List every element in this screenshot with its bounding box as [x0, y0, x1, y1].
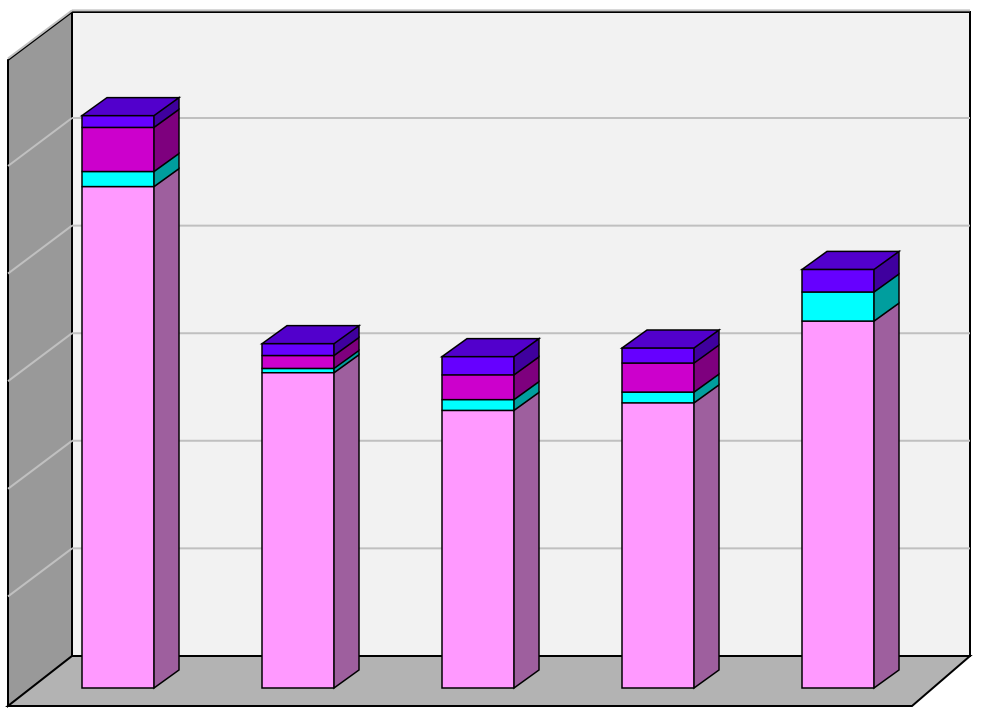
bar-top	[79, 96, 182, 117]
bar-segment-front	[261, 354, 335, 370]
bar-segment-front	[441, 398, 515, 412]
bar-segment-front	[621, 402, 695, 689]
gridline-side	[7, 9, 73, 60]
bar-segment-front	[801, 320, 875, 689]
bar-segment-front	[801, 291, 875, 322]
bar-stack	[799, 249, 902, 690]
bar-stack	[79, 96, 182, 690]
bar-segment-side	[333, 353, 360, 690]
bar-segment-side	[513, 390, 540, 690]
bar-segment-front	[441, 374, 515, 401]
bar-stack	[439, 337, 542, 690]
bar-top	[619, 329, 722, 349]
bar-segment-front	[81, 114, 155, 129]
gridline-side	[7, 547, 73, 598]
gridline-side	[7, 117, 73, 167]
bar-segment-front	[621, 362, 695, 393]
bar-top	[799, 250, 902, 271]
bar-segment-front	[441, 355, 515, 376]
bar-segment-front	[621, 347, 695, 364]
bar-segment-front	[621, 391, 695, 404]
bar-segment-side	[153, 167, 180, 690]
bar-segment-front	[801, 268, 875, 293]
bar-segment-front	[441, 409, 515, 689]
bar-stacks	[79, 96, 902, 690]
bar-segment-front	[261, 342, 335, 357]
gridline-side	[7, 332, 73, 383]
bar-segment-front	[81, 170, 155, 188]
bar-segment-side	[693, 383, 720, 690]
bar-segment-front	[261, 371, 335, 689]
bar-segment-front	[81, 185, 155, 689]
bar-top	[259, 324, 362, 345]
side-wall	[7, 10, 73, 709]
bar-segment-front	[81, 126, 155, 173]
bar-stack	[619, 328, 722, 690]
bar-segment-side	[873, 301, 900, 690]
gridline-side	[7, 439, 73, 490]
gridline-side	[7, 224, 73, 275]
bar-top	[439, 337, 542, 358]
bar-stack	[259, 324, 362, 690]
